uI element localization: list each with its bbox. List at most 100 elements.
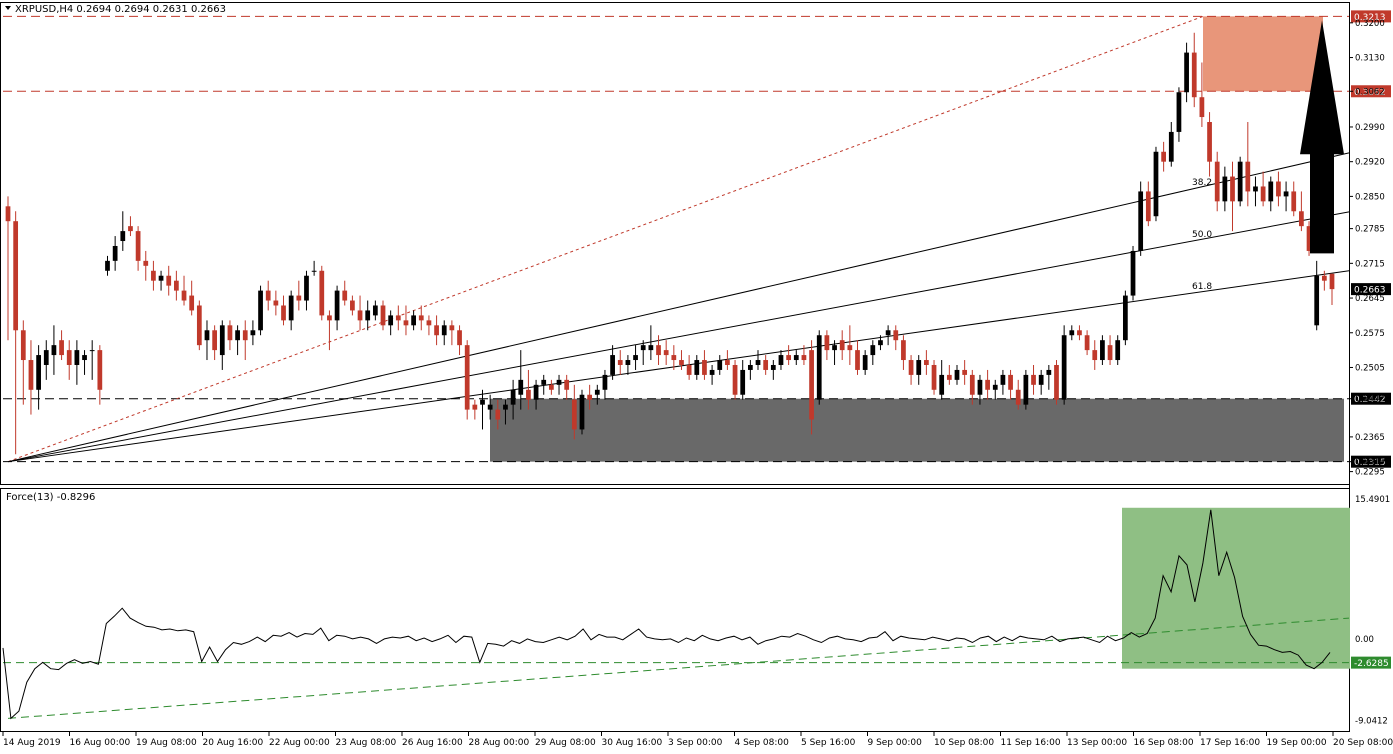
candle-body	[1145, 191, 1151, 222]
time-tick-label: 16 Sep 08:00	[1134, 738, 1194, 748]
time-tick-label: 9 Sep 00:00	[868, 738, 923, 748]
candle-body	[908, 360, 914, 375]
candle-body	[105, 260, 110, 271]
candle-body	[472, 404, 478, 410]
main-header: XRPUSD,H4 0.2694 0.2694 0.2631 0.2663	[5, 4, 226, 15]
candle-body	[1061, 335, 1067, 400]
candle-body	[112, 245, 118, 261]
candle-body	[992, 384, 998, 390]
price-tick-label: 0.2715	[1355, 259, 1385, 269]
candle-body	[327, 315, 332, 321]
candle-body	[893, 330, 899, 341]
time-tick-label: 22 Aug 00:00	[269, 738, 330, 748]
candle-body	[1268, 181, 1274, 202]
levels-layer: 0.3213 0.3062 0.2663 0.2442 0.2315	[3, 10, 1391, 468]
time-tick-label: 4 Sep 08:00	[735, 738, 790, 748]
force-tick-label: 15.4901	[1355, 495, 1390, 505]
candle-body	[1077, 330, 1082, 336]
candle-body	[1046, 369, 1052, 375]
candle-body	[426, 320, 432, 326]
fib-label-1: 50.0	[1192, 230, 1212, 240]
candle-body	[885, 330, 891, 336]
candle-body	[265, 290, 271, 301]
candle-body	[1038, 374, 1044, 385]
candle-body	[372, 305, 378, 316]
candle-body	[633, 355, 638, 361]
candle-body	[839, 340, 845, 351]
candle-body	[227, 325, 233, 341]
time-tick-label: 20 Aug 16:00	[203, 738, 264, 748]
price-tick-label: 0.2990	[1355, 123, 1385, 133]
candle-body	[855, 350, 860, 370]
price-tick-label: 0.2920	[1355, 158, 1385, 168]
price-tick-label: 0.2645	[1355, 294, 1385, 304]
candle-body	[74, 350, 80, 365]
candle-body	[985, 379, 990, 390]
force-highlight-zone	[1122, 507, 1350, 669]
candle-body	[135, 231, 141, 261]
candle-body	[457, 330, 462, 346]
level-tag-1	[1351, 85, 1391, 98]
candle-body	[304, 275, 309, 301]
price-axis-background	[1349, 2, 1393, 750]
price-tick-label: 0.3200	[1355, 19, 1385, 29]
candle-body	[946, 374, 952, 380]
candle-body	[901, 340, 906, 361]
candle-body	[395, 315, 401, 321]
candle-body	[786, 355, 791, 361]
candle-body	[403, 320, 409, 326]
candle-body	[1283, 191, 1289, 197]
candle-body	[434, 325, 439, 336]
candle-body	[258, 290, 263, 331]
candle-body	[1138, 191, 1144, 251]
candle-body	[495, 409, 501, 420]
candle-body	[602, 374, 608, 390]
candle-body	[151, 270, 156, 281]
candle-body	[526, 389, 531, 400]
force-series-line	[2, 509, 1331, 720]
candle-body	[793, 355, 799, 361]
candle-body	[510, 389, 516, 405]
level-tag-label-1: 0.3062	[1354, 88, 1386, 98]
force-tick-label: 0.00	[1355, 635, 1374, 645]
force-tick-label: -9.0412	[1355, 717, 1388, 727]
candle-body	[518, 379, 524, 395]
candle-body	[717, 360, 723, 370]
candle-body	[916, 360, 922, 375]
candle-body	[1161, 151, 1167, 162]
fib-label-2: 61.8	[1192, 282, 1212, 292]
force-level-tag-label: -2.6285	[1354, 659, 1389, 669]
fib-trend-line	[7, 15, 1204, 463]
candle-body	[212, 330, 218, 351]
candle-body	[166, 275, 172, 286]
candle-body	[380, 305, 386, 326]
candle-body	[319, 270, 325, 316]
level-tag-label-3: 0.2442	[1354, 395, 1386, 405]
candle-body	[1130, 250, 1136, 296]
price-tick-label: 0.2505	[1355, 363, 1385, 373]
candle-body	[1000, 374, 1006, 385]
candle-body	[1207, 122, 1212, 162]
candle-body	[1222, 176, 1228, 202]
candle-body	[1107, 345, 1113, 361]
candle-body	[702, 360, 707, 375]
candle-body	[28, 360, 34, 390]
time-tick-label: 14 Aug 2019	[3, 738, 61, 748]
candle-body	[13, 221, 19, 331]
candle-body	[1008, 374, 1013, 390]
candle-body	[66, 350, 72, 365]
candle-body	[549, 384, 554, 390]
candle-body	[1023, 374, 1029, 405]
candle-body	[1015, 389, 1021, 405]
candle-body	[418, 315, 424, 321]
collapse-triangle-icon[interactable]	[5, 6, 11, 10]
candle-body	[969, 374, 975, 395]
main-chart-title: XRPUSD,H4 0.2694 0.2694 0.2631 0.2663	[15, 4, 226, 15]
candle-body	[365, 310, 371, 321]
time-tick-label: 3 Sep 00:00	[668, 738, 723, 748]
force-trend-line	[7, 617, 1350, 719]
price-tick-label: 0.2850	[1355, 192, 1385, 202]
time-tick-label: 20 Sep 08:00	[1333, 738, 1393, 748]
candle-body	[1299, 211, 1304, 227]
